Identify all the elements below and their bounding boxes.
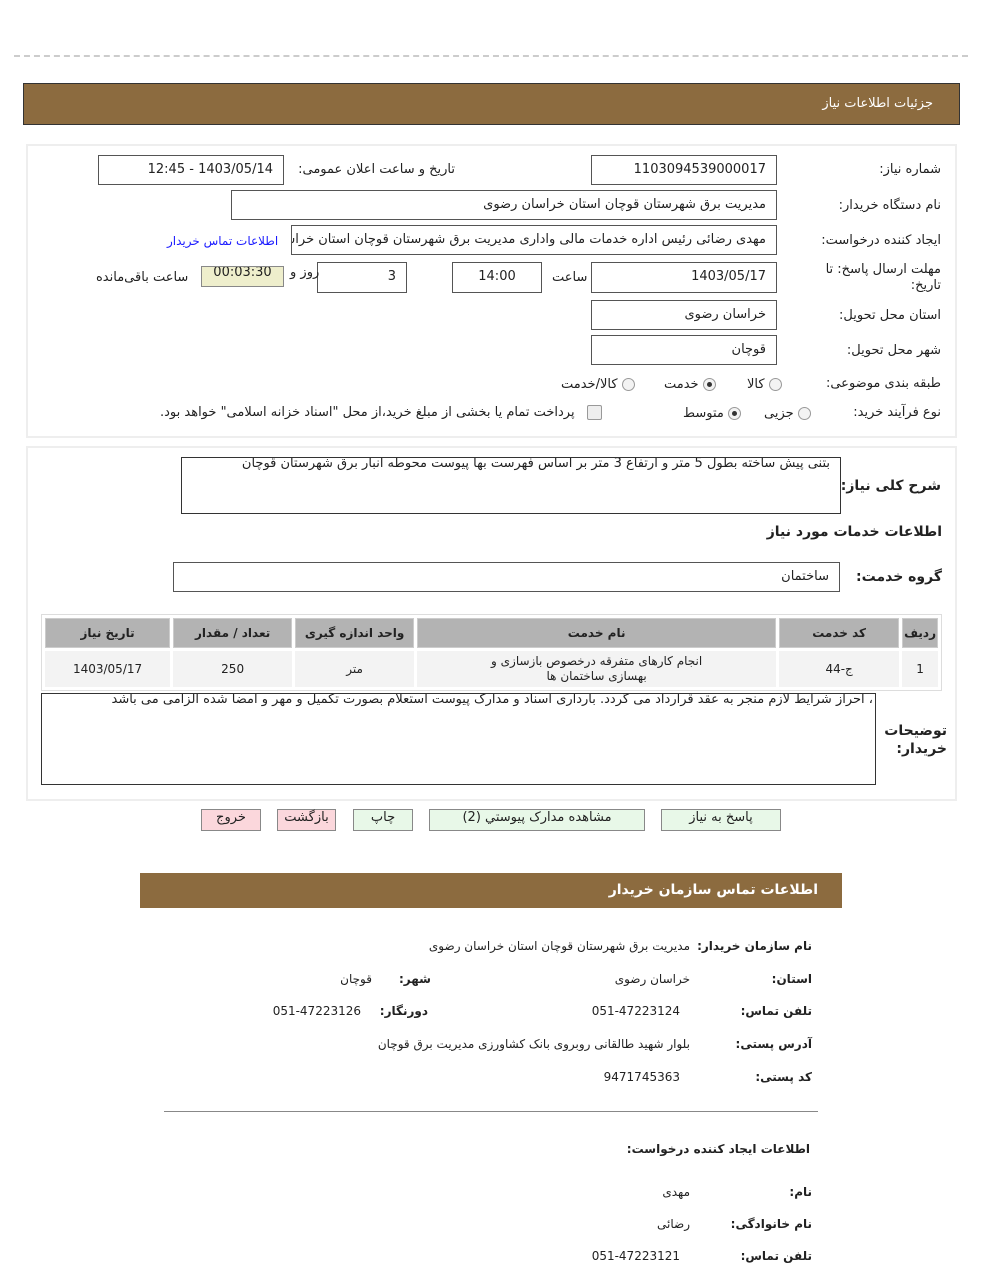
buyer-label: نام دستگاه خریدار: (838, 198, 941, 213)
option-label: کالا/خدمت (561, 377, 618, 392)
category-label: طبقه بندی موضوعی: (825, 376, 941, 391)
deadline-label: مهلت ارسال پاسخ: تا تاریخ: (825, 262, 941, 293)
days-label: روز و (290, 265, 320, 280)
deadline-date-field: 1403/05/17 (591, 262, 777, 293)
remaining-timer: 00:03:30 (201, 266, 284, 287)
radio-checked-icon[interactable] (702, 378, 716, 391)
radio-icon[interactable] (621, 378, 635, 391)
page-header: جزئیات اطلاعات نیاز (23, 83, 960, 125)
phone-label: تلفن تماس: (740, 1004, 812, 1018)
creator-label: ایجاد کننده درخواست: (821, 233, 941, 248)
contact-province-value: خراسان رضوی (614, 972, 690, 986)
notes-label: توضیحات خریدار: (884, 723, 947, 757)
notes-textarea[interactable]: ، احراز شرایط لازم منجر به عقد قرارداد م… (41, 693, 876, 785)
view-documents-button[interactable]: مشاهده مدارک پیوستي (2) (429, 809, 645, 831)
table-row: 1 ج-44 انجام کارهای متفرقه درخصوص بازساز… (45, 651, 938, 687)
deadline-time-field: 14:00 (452, 262, 542, 293)
announce-field: 1403/05/14 - 12:45 (98, 155, 284, 185)
top-divider (14, 55, 968, 57)
fax-value: 051-47223126 (272, 1004, 361, 1018)
services-section-title: اطلاعات خدمات مورد نیاز (766, 524, 942, 540)
option-label: کالا (747, 377, 765, 392)
category-option-goods[interactable]: کالا (747, 377, 782, 392)
print-button[interactable]: چاپ (353, 809, 413, 831)
buyer-contact-link[interactable]: اطلاعات تماس خریدار (167, 234, 279, 248)
cell-unit: متر (295, 651, 415, 687)
contact-province-label: استان: (771, 972, 812, 986)
contact-header: اطلاعات تماس سازمان خریدار (140, 873, 842, 908)
radio-icon[interactable] (768, 378, 782, 391)
cell-name: انجام کارهای متفرقه درخصوص بازسازی و بهس… (417, 651, 777, 687)
radio-checked-icon[interactable] (727, 407, 741, 420)
radio-icon[interactable] (797, 407, 811, 420)
services-table-wrap: ردیف کد خدمت نام خدمت واحد اندازه گیری ت… (41, 614, 942, 691)
details-panel (26, 144, 957, 438)
payment-note: پرداخت تمام یا بخشی از مبلغ خرید،از محل … (160, 405, 575, 420)
col-code: کد خدمت (779, 618, 900, 648)
col-date: تاریخ نیاز (45, 618, 171, 648)
creator-field: مهدی رضائی رئیس اداره خدمات مالی واداری … (291, 225, 777, 255)
cell-date: 1403/05/17 (45, 651, 171, 687)
creator-phone-label: تلفن تماس: (740, 1249, 812, 1263)
creator-phone-value: 051-47223121 (591, 1249, 680, 1263)
time-label: ساعت (552, 270, 588, 285)
cell-row: 1 (902, 651, 938, 687)
service-name-text: انجام کارهای متفرقه درخصوص بازسازی و بهس… (491, 654, 703, 683)
table-header-row: ردیف کد خدمت نام خدمت واحد اندازه گیری ت… (45, 618, 938, 648)
contact-city-value: قوچان (340, 972, 372, 986)
checkbox[interactable] (587, 405, 602, 420)
creator-title: اطلاعات ایجاد کننده درخواست: (626, 1142, 810, 1156)
exit-button[interactable]: خروج (201, 809, 261, 831)
postal-label: کد پستی: (755, 1070, 812, 1084)
days-field: 3 (317, 262, 407, 293)
reply-button[interactable]: پاسخ به نیاز (661, 809, 781, 831)
org-label: نام سازمان خریدار: (697, 939, 812, 953)
creator-name-label: نام: (789, 1185, 812, 1199)
phone-value: 051-47223124 (591, 1004, 680, 1018)
process-option-medium[interactable]: متوسط (683, 406, 741, 421)
org-value: مدیریت برق شهرستان قوچان استان خراسان رض… (428, 939, 690, 953)
col-qty: تعداد / مقدار (173, 618, 293, 648)
address-value: بلوار شهید طالقانی روبروی بانک کشاورزی م… (377, 1037, 690, 1051)
address-label: آدرس پستی: (735, 1037, 812, 1051)
postal-value: 9471745363 (603, 1070, 680, 1084)
province-label: استان محل تحویل: (839, 308, 941, 323)
description-label: شرح کلی نیاز: (840, 478, 941, 494)
city-label: شهر محل تحویل: (846, 343, 941, 358)
process-option-minor[interactable]: جزیی (764, 406, 811, 421)
payment-checkbox-row[interactable]: پرداخت تمام یا بخشی از مبلغ خرید،از محل … (160, 405, 602, 420)
col-row: ردیف (902, 618, 938, 648)
announce-label: تاریخ و ساعت اعلان عمومی: (298, 162, 455, 177)
category-option-both[interactable]: کالا/خدمت (561, 377, 635, 392)
service-group-label: گروه خدمت: (856, 569, 942, 585)
option-label: جزیی (764, 406, 794, 421)
fax-label: دورنگار: (379, 1004, 428, 1018)
col-unit: واحد اندازه گیری (295, 618, 415, 648)
process-label: نوع فرآیند خرید: (853, 405, 941, 420)
services-table: ردیف کد خدمت نام خدمت واحد اندازه گیری ت… (42, 615, 941, 690)
back-button[interactable]: بازگشت (277, 809, 336, 831)
service-group-field: ساختمان (173, 562, 840, 592)
remaining-label: ساعت باقی‌مانده (96, 270, 189, 285)
section-divider (164, 1111, 818, 1112)
contact-city-label: شهر: (399, 972, 431, 986)
creator-family-label: نام خانوادگی: (730, 1217, 812, 1231)
need-number-label: شماره نیاز: (879, 162, 941, 177)
need-number-field: 1103094539000017 (591, 155, 777, 185)
cell-code: ج-44 (779, 651, 900, 687)
category-option-service[interactable]: خدمت (664, 377, 716, 392)
services-panel (26, 446, 957, 801)
city-field: قوچان (591, 335, 777, 365)
col-name: نام خدمت (417, 618, 777, 648)
option-label: متوسط (683, 406, 724, 421)
cell-qty: 250 (173, 651, 293, 687)
option-label: خدمت (664, 377, 699, 392)
creator-family-value: رضائی (657, 1217, 690, 1231)
creator-name-value: مهدی (662, 1185, 690, 1199)
contact-title: اطلاعات تماس سازمان خریدار (608, 882, 818, 898)
province-field: خراسان رضوی (591, 300, 777, 330)
description-textarea[interactable]: بتنی پیش ساخته بطول 5 متر و ارتفاع 3 متر… (181, 457, 841, 514)
page-title: جزئیات اطلاعات نیاز (822, 96, 933, 111)
buyer-field: مدیریت برق شهرستان قوچان استان خراسان رض… (231, 190, 777, 220)
